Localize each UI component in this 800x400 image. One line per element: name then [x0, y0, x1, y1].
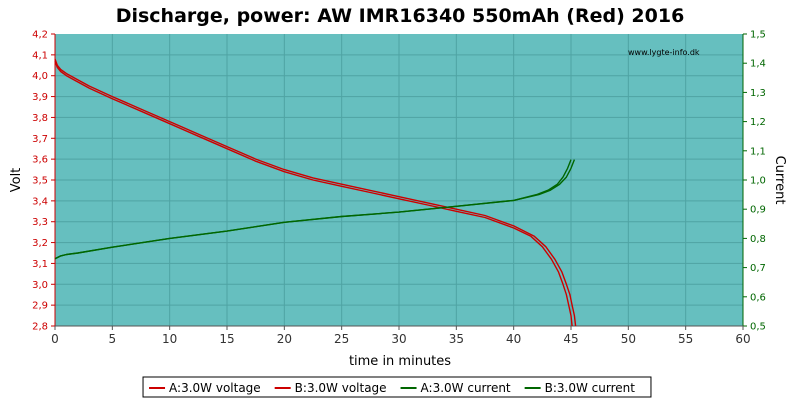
y-right-tick-label: 1,2 [750, 117, 766, 128]
series-b-3-0w-voltage [54, 58, 577, 327]
grid-lines [55, 34, 743, 326]
x-tick-label: 35 [449, 332, 464, 346]
y-axis-left-label: Volt [9, 168, 24, 193]
y-left-tick-label: 3,0 [32, 280, 48, 291]
legend-box [142, 376, 652, 398]
y-right-tick-label: 1,1 [750, 146, 766, 157]
y-axis-right-label: Current [772, 156, 787, 205]
y-right-tick-label: 0,6 [750, 292, 766, 303]
left-axis-ticks: 2,8 2,9 3,0 3,1 3,2 3,3 3,4 3,5 3,6 3,7 3,8 3,9 4,0 4… [32, 30, 55, 333]
y-left-tick-label: 3,5 [32, 176, 48, 187]
y-right-tick-label: 1,0 [750, 176, 766, 187]
legend-label: A:3.0W voltage [169, 381, 261, 395]
x-tick-label: 0 [51, 332, 59, 346]
y-left-tick-label: 3,4 [32, 196, 48, 207]
legend-label: A:3.0W current [421, 381, 511, 395]
x-tick-label: 10 [162, 332, 177, 346]
y-left-tick-label: 4,0 [32, 71, 48, 82]
y-right-tick-label: 0,9 [750, 205, 766, 216]
right-axis-ticks: 0,5 0,6 0,7 0,8 0,9 1,0 1,1 1,2 1,3 1,4 1,5 [743, 30, 766, 333]
y-right-tick-label: 1,3 [750, 88, 766, 99]
series-b-3-0w-current [54, 159, 576, 260]
x-tick-label: 25 [334, 332, 349, 346]
x-tick-label: 40 [506, 332, 521, 346]
x-tick-label: 55 [678, 332, 693, 346]
x-tick-label: 30 [391, 332, 406, 346]
x-tick-label: 45 [563, 332, 578, 346]
y-left-tick-label: 3,2 [32, 238, 48, 249]
x-tick-label: 5 [109, 332, 117, 346]
legend-label: B:3.0W current [545, 381, 636, 395]
y-left-tick-label: 4,2 [32, 30, 48, 41]
y-left-tick-label: 2,8 [32, 322, 48, 333]
series-lines [54, 58, 577, 327]
chart-title: Discharge, power: AW IMR16340 550mAh (Re… [116, 5, 685, 27]
watermark: www.lygte-info.dk [628, 48, 700, 57]
y-right-tick-label: 0,5 [750, 322, 766, 333]
y-left-tick-label: 2,9 [32, 301, 48, 312]
x-tick-label: 60 [735, 332, 750, 346]
legend: A:3.0W voltage B:3.0W voltage A:3.0W curre… [142, 376, 652, 398]
x-tick-label: 15 [219, 332, 234, 346]
y-left-tick-label: 3,3 [32, 217, 48, 228]
y-left-tick-label: 3,6 [32, 155, 48, 166]
y-right-tick-label: 0,8 [750, 234, 766, 245]
y-right-tick-label: 0,7 [750, 263, 766, 274]
y-left-tick-label: 3,8 [32, 113, 48, 124]
x-tick-label: 20 [277, 332, 292, 346]
x-axis-ticks: 0 5 10 15 20 25 30 35 40 45 50 55 60 [51, 326, 751, 346]
y-right-tick-label: 1,5 [750, 30, 766, 41]
y-right-tick-label: 1,4 [750, 59, 766, 70]
legend-label: B:3.0W voltage [295, 381, 387, 395]
y-left-tick-label: 4,1 [32, 50, 48, 61]
y-left-tick-label: 3,1 [32, 259, 48, 270]
y-left-tick-label: 3,7 [32, 134, 48, 145]
y-left-tick-label: 3,9 [32, 92, 48, 103]
x-tick-label: 50 [621, 332, 636, 346]
series-a-3-0w-voltage [54, 60, 573, 327]
x-axis-label: time in minutes [349, 354, 451, 369]
